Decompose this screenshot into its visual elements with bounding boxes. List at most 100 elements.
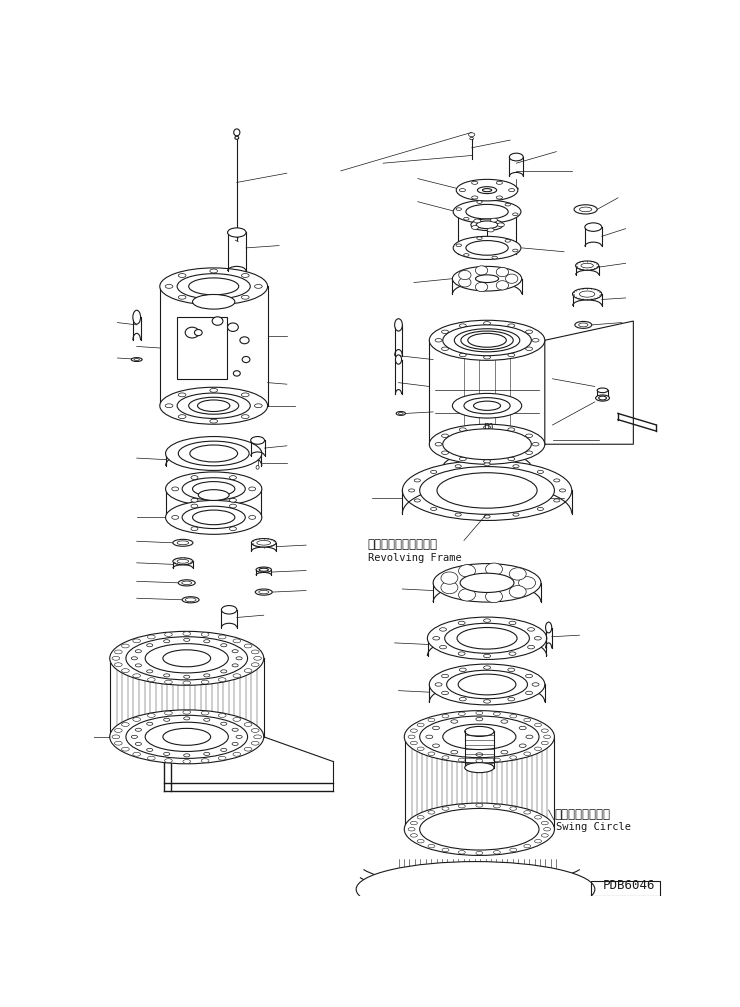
Ellipse shape [395,354,402,365]
Ellipse shape [259,568,269,571]
Ellipse shape [483,655,491,658]
Ellipse shape [166,500,262,535]
Ellipse shape [241,295,249,299]
Ellipse shape [466,204,508,219]
Ellipse shape [396,412,406,415]
Text: Revolving Frame: Revolving Frame [368,553,462,563]
Ellipse shape [474,401,500,411]
Ellipse shape [534,840,542,843]
Text: m: m [483,421,493,431]
Ellipse shape [185,327,199,338]
Ellipse shape [210,389,218,393]
Ellipse shape [121,669,130,673]
Ellipse shape [428,845,435,848]
Ellipse shape [453,237,521,260]
Ellipse shape [255,404,262,408]
Ellipse shape [508,698,515,701]
Ellipse shape [417,840,424,843]
Ellipse shape [428,752,435,755]
Ellipse shape [112,657,120,661]
Ellipse shape [492,220,497,223]
Ellipse shape [166,472,262,506]
Ellipse shape [483,321,491,325]
Ellipse shape [524,718,531,722]
Text: Swing Circle: Swing Circle [556,822,631,832]
Ellipse shape [476,753,482,756]
Ellipse shape [443,429,531,459]
Ellipse shape [433,744,440,747]
Ellipse shape [221,748,227,751]
Ellipse shape [173,558,193,565]
Ellipse shape [509,652,516,656]
Ellipse shape [554,479,560,482]
Ellipse shape [160,388,268,424]
Ellipse shape [464,254,469,257]
Ellipse shape [191,505,198,508]
Ellipse shape [437,472,537,509]
Ellipse shape [485,563,502,575]
Ellipse shape [433,636,440,640]
Ellipse shape [145,722,229,751]
Ellipse shape [110,631,263,685]
Ellipse shape [468,333,506,347]
Ellipse shape [404,803,554,855]
Ellipse shape [519,744,526,747]
Ellipse shape [576,261,599,270]
Ellipse shape [544,735,551,738]
Ellipse shape [483,666,491,670]
Ellipse shape [458,652,465,656]
Ellipse shape [414,479,420,482]
Ellipse shape [451,720,458,723]
Ellipse shape [573,288,602,300]
Ellipse shape [458,674,516,695]
Ellipse shape [442,848,449,852]
Ellipse shape [229,498,236,502]
Ellipse shape [509,621,516,624]
Ellipse shape [460,188,465,191]
Ellipse shape [135,728,141,731]
Ellipse shape [177,559,189,563]
Ellipse shape [428,718,435,722]
Ellipse shape [532,683,539,686]
Ellipse shape [195,329,202,335]
Ellipse shape [542,822,548,825]
Ellipse shape [597,388,608,393]
Ellipse shape [461,331,514,349]
Ellipse shape [471,181,478,184]
Ellipse shape [585,223,602,232]
Ellipse shape [464,398,510,414]
Ellipse shape [182,507,245,529]
Ellipse shape [508,353,515,356]
Ellipse shape [440,627,446,631]
Ellipse shape [494,851,500,854]
Ellipse shape [464,218,469,221]
Ellipse shape [201,632,209,636]
Ellipse shape [178,441,249,466]
Ellipse shape [233,371,240,376]
Ellipse shape [164,639,169,642]
Ellipse shape [519,726,526,730]
Ellipse shape [484,463,490,466]
Ellipse shape [233,752,240,756]
Ellipse shape [525,675,533,678]
Ellipse shape [241,393,249,397]
Ellipse shape [494,805,500,808]
Ellipse shape [241,415,249,419]
Ellipse shape [428,811,435,814]
Ellipse shape [458,758,465,761]
Ellipse shape [510,714,517,718]
Ellipse shape [232,650,238,653]
Text: PDB6046: PDB6046 [602,879,655,892]
Ellipse shape [509,586,526,598]
Ellipse shape [417,747,424,750]
Ellipse shape [441,572,458,584]
Ellipse shape [442,347,448,350]
Ellipse shape [501,750,508,754]
Ellipse shape [465,726,494,736]
Ellipse shape [221,605,237,614]
Ellipse shape [212,317,223,325]
Ellipse shape [477,221,498,229]
Ellipse shape [451,750,458,754]
Ellipse shape [164,632,172,636]
Ellipse shape [497,181,502,184]
